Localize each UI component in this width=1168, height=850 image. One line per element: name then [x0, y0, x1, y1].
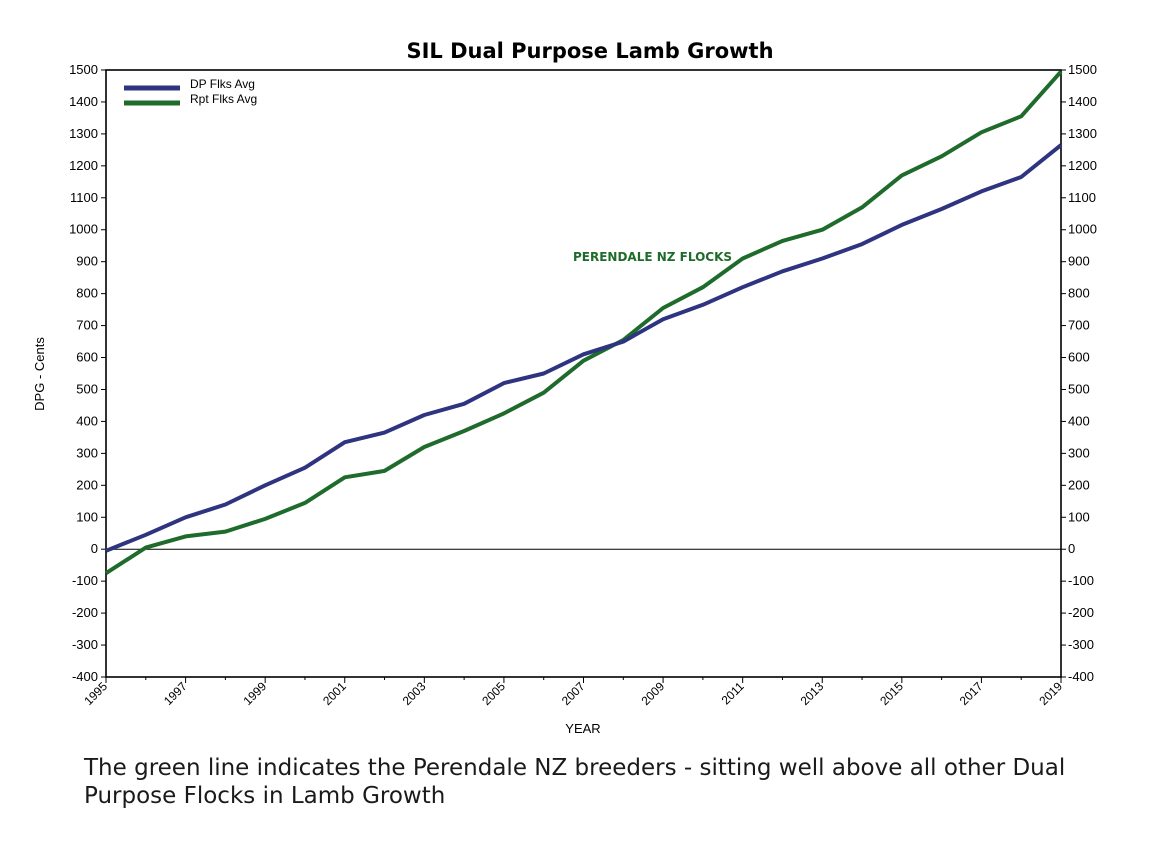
caption: The green line indicates the Perendale N… [84, 755, 1066, 809]
y-tick-label-left: 700 [76, 318, 98, 333]
y-tick-label-right: 900 [1068, 254, 1090, 269]
y-tick-label-left: -100 [72, 573, 98, 588]
y-axis-left: -400 -300 -200 -100 0 100 200 300 400 500 600 700 80… [69, 62, 106, 684]
x-tick-label: 1997 [161, 679, 190, 708]
x-axis: 1995 1997 1999 2001 2003 2005 2007 2009 2011 2013… [81, 677, 1065, 708]
y-tick-label-left: 600 [76, 350, 98, 365]
y-tick-label-left: 200 [76, 477, 98, 492]
y-axis-label: DPG - Cents [32, 337, 47, 411]
x-tick-label: 2005 [479, 679, 508, 708]
x-tick-label: 2019 [1036, 679, 1065, 708]
x-tick-label: 2015 [877, 679, 906, 708]
x-tick-label: 2003 [400, 679, 429, 708]
series-line-rpt-flks-avg [104, 70, 1063, 575]
chart-title: SIL Dual Purpose Lamb Growth [406, 39, 773, 63]
series-line-dp-flks-avg [105, 143, 1063, 553]
legend: DP Flks Avg Rpt Flks Avg [124, 77, 257, 106]
x-tick-label: 2013 [798, 679, 827, 708]
x-tick-label: 2007 [559, 679, 588, 708]
y-tick-label-right: 700 [1068, 318, 1090, 333]
y-tick-label-right: 800 [1068, 286, 1090, 301]
y-tick-label-left: 1200 [69, 158, 98, 173]
y-tick-label-left: 1000 [69, 222, 98, 237]
x-tick-label: 1999 [241, 679, 270, 708]
y-tick-label-right: 1000 [1068, 222, 1097, 237]
plot-border [105, 69, 1062, 678]
y-tick-label-right: 0 [1068, 541, 1075, 556]
series-lines [104, 70, 1063, 575]
y-tick-label-left: 1500 [69, 62, 98, 77]
y-tick-label-left: 800 [76, 286, 98, 301]
plot-area [105, 69, 1062, 678]
y-tick-label-left: 400 [76, 413, 98, 428]
annotation-perendale: PERENDALE NZ FLOCKS [573, 250, 732, 264]
y-tick-label-right: 1300 [1068, 126, 1097, 141]
y-tick-label-right: -200 [1068, 605, 1094, 620]
y-tick-label-right: -300 [1068, 637, 1094, 652]
y-tick-label-right: 600 [1068, 350, 1090, 365]
x-tick-label: 2011 [719, 679, 747, 707]
y-tick-label-left: -400 [72, 669, 98, 684]
x-axis-label: YEAR [565, 721, 600, 736]
legend-label-rpt-flks-avg: Rpt Flks Avg [190, 92, 257, 106]
y-tick-label-left: 500 [76, 381, 98, 396]
y-tick-label-right: 1400 [1068, 94, 1097, 109]
y-tick-label-left: 100 [76, 509, 98, 524]
y-tick-label-left: -200 [72, 605, 98, 620]
y-tick-label-left: -300 [72, 637, 98, 652]
y-tick-label-left: 1100 [70, 190, 98, 205]
y-tick-label-right: 200 [1068, 477, 1090, 492]
y-tick-label-right: 400 [1068, 413, 1090, 428]
y-tick-label-left: 1400 [69, 94, 98, 109]
y-tick-label-left: 900 [76, 254, 98, 269]
y-tick-label-left: 1300 [69, 126, 98, 141]
y-tick-label-right: -400 [1068, 669, 1094, 684]
y-axis-right: -400 -300 -200 -100 0 100 200 300 400 500 600 700 80… [1061, 62, 1097, 684]
y-tick-label-right: 1500 [1068, 62, 1097, 77]
y-tick-label-right: -100 [1068, 573, 1094, 588]
y-tick-label-right: 300 [1068, 445, 1090, 460]
y-tick-label-right: 100 [1068, 509, 1090, 524]
y-tick-label-left: 300 [76, 445, 98, 460]
y-tick-label-right: 1200 [1068, 158, 1097, 173]
x-tick-label: 2009 [638, 679, 667, 708]
legend-label-dp-flks-avg: DP Flks Avg [190, 77, 255, 91]
x-tick-label: 2001 [320, 679, 349, 708]
x-tick-label: 2017 [957, 679, 986, 708]
y-tick-label-right: 1100 [1068, 190, 1096, 205]
y-tick-label-right: 500 [1068, 381, 1090, 396]
y-tick-label-left: 0 [91, 541, 98, 556]
